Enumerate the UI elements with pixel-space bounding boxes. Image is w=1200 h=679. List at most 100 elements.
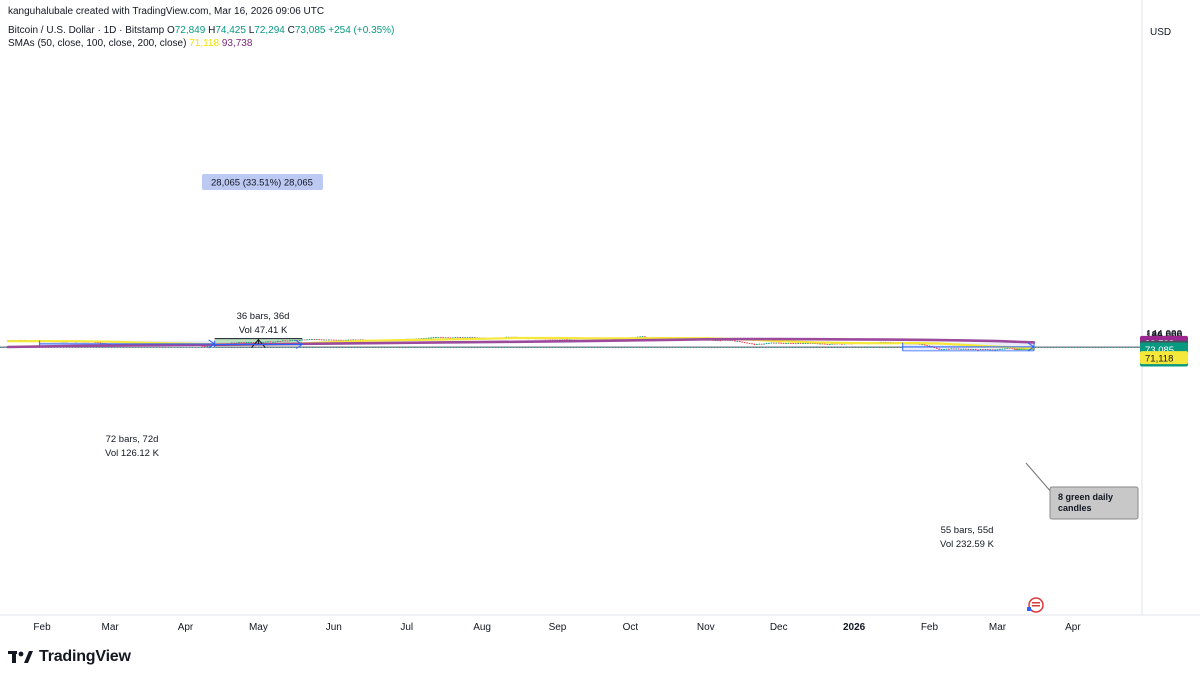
candle-down xyxy=(240,342,243,344)
candle-up xyxy=(444,337,447,339)
close-label: C xyxy=(287,25,295,36)
candle-up xyxy=(1003,348,1006,350)
x-tick-label: Jun xyxy=(326,622,342,633)
candle-up xyxy=(245,342,248,343)
tradingview-logo[interactable]: TradingView xyxy=(8,648,131,666)
symbol-name[interactable]: Bitcoin / U.S. Dollar · 1D · Bitstamp xyxy=(8,25,165,36)
candle-down xyxy=(816,343,819,345)
candle-down xyxy=(332,339,335,341)
candle-up xyxy=(464,337,466,339)
candle-down xyxy=(986,349,989,351)
candle-down xyxy=(559,338,561,340)
candle-up xyxy=(293,340,296,341)
candle-up xyxy=(945,348,948,350)
candle-down xyxy=(760,343,763,345)
candle-down xyxy=(923,344,926,346)
candle-down xyxy=(566,339,569,340)
logo-text: TradingView xyxy=(39,648,131,665)
candle-down xyxy=(821,343,824,345)
candle-up xyxy=(843,343,846,345)
candle-up xyxy=(962,348,965,350)
candle-up xyxy=(281,340,284,342)
candle-down xyxy=(833,343,836,345)
candle-up xyxy=(425,338,428,339)
candle-down xyxy=(1016,348,1018,350)
candle-up xyxy=(432,337,435,339)
candle-up xyxy=(836,343,838,345)
x-tick-label: Mar xyxy=(989,622,1007,633)
candle-up xyxy=(765,343,768,345)
candle-down xyxy=(780,342,783,344)
chart-author-caption: kanguhalubale created with TradingView.c… xyxy=(8,6,324,17)
candle-down xyxy=(320,339,323,341)
candle-up xyxy=(238,342,240,344)
gain-info-box xyxy=(202,174,323,190)
candle-down xyxy=(644,336,646,338)
candle-down xyxy=(279,341,282,342)
candle-down xyxy=(969,349,972,350)
candle-down xyxy=(794,343,797,345)
candle-up xyxy=(291,340,294,341)
candle-up xyxy=(452,337,454,339)
candle-up xyxy=(301,339,304,341)
candle-down xyxy=(447,337,449,339)
candle-down xyxy=(772,342,775,344)
candle-up xyxy=(276,341,279,342)
x-tick-label: Oct xyxy=(623,622,639,633)
candle-down xyxy=(252,341,255,343)
candle-down xyxy=(556,338,559,340)
candle-up xyxy=(430,337,432,339)
candle-up xyxy=(802,343,804,345)
candle-down xyxy=(456,337,459,339)
candle-down xyxy=(549,338,552,340)
range-3-arrow-head xyxy=(1027,342,1035,352)
candle-up xyxy=(763,343,766,345)
candle-up xyxy=(250,341,253,343)
candle-up xyxy=(639,336,642,338)
candle-up xyxy=(311,339,313,340)
candle-down xyxy=(469,337,471,339)
candle-down xyxy=(826,344,829,345)
callout-line-2: candles xyxy=(1058,503,1092,513)
candle-up xyxy=(999,348,1001,350)
sma-label[interactable]: SMAs (50, close, 100, close, 200, close) xyxy=(8,38,187,49)
candle-down xyxy=(952,348,955,350)
candle-up xyxy=(289,340,291,342)
candle-up xyxy=(1001,348,1004,350)
candle-up xyxy=(437,337,440,339)
open-label: O xyxy=(166,25,175,36)
candle-down xyxy=(782,343,785,344)
candle-up xyxy=(736,341,739,342)
candle-up xyxy=(967,349,970,350)
candle-up xyxy=(554,338,556,340)
candle-up xyxy=(943,349,945,350)
candle-up xyxy=(459,337,462,339)
currency-label: USD xyxy=(1150,27,1171,38)
x-tick-label: 2026 xyxy=(843,622,866,633)
candle-down xyxy=(330,339,333,341)
candle-up xyxy=(298,340,301,341)
candle-up xyxy=(972,349,975,350)
candle-down xyxy=(926,345,928,347)
candle-up xyxy=(1018,348,1021,350)
callout-box xyxy=(1049,486,1139,520)
candle-down xyxy=(965,348,967,350)
candle-up xyxy=(345,339,347,341)
candle-down xyxy=(982,349,984,351)
candle-up xyxy=(206,346,209,347)
event-marker-icon[interactable] xyxy=(1027,607,1031,611)
x-tick-label: Mar xyxy=(101,622,119,633)
candle-up xyxy=(831,343,834,345)
candle-up xyxy=(989,349,992,351)
x-tick-label: Feb xyxy=(921,622,939,633)
candle-down xyxy=(789,343,792,344)
candle-down xyxy=(928,345,931,347)
candle-down xyxy=(991,349,994,351)
candle-up xyxy=(308,339,311,341)
candle-up xyxy=(328,339,330,341)
candle-up xyxy=(337,339,340,341)
candle-down xyxy=(1011,348,1014,349)
candle-down xyxy=(814,343,817,344)
candle-down xyxy=(838,343,841,345)
